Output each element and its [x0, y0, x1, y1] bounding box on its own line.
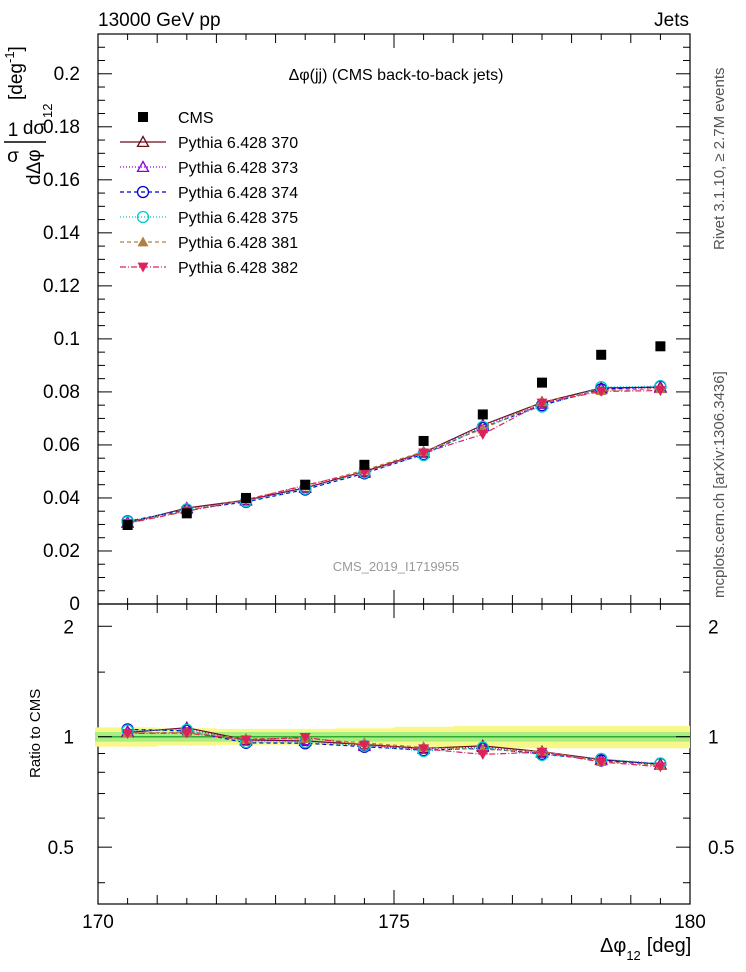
ratio-series-point: [536, 747, 548, 758]
axis-tick-labels: 170 175 180 0 0.02 0.04 0.06 0.08 0.1 0.12 0.14 0.1…: [43, 64, 734, 933]
y-tick-label: 0.18: [43, 117, 80, 138]
data-point: [418, 435, 429, 446]
legend-marker: [136, 210, 150, 224]
analysis-watermark: CMS_2019_I1719955: [333, 559, 460, 574]
series-point: [654, 386, 666, 397]
ylabel-unit-sup: -1: [2, 51, 17, 63]
legend-marker: [137, 262, 149, 273]
ratio-series: [120, 720, 668, 773]
header-left: 13000 GeV pp: [98, 10, 221, 31]
series-point: [477, 429, 489, 440]
series-line: [127, 387, 661, 523]
legend-label: Pythia 6.428 374: [178, 185, 298, 202]
ylabel-one: 1: [8, 120, 19, 141]
data-point: [241, 492, 251, 503]
series-line: [127, 388, 661, 524]
ratio-series-line: [127, 729, 661, 764]
data-point: [300, 479, 311, 490]
y-tick-label: 0.06: [43, 435, 80, 456]
legend-label: CMS: [178, 110, 214, 127]
ratio-series-line: [127, 731, 661, 766]
legend-marker: [136, 160, 150, 173]
ratio-tick-label: 0.5: [48, 838, 74, 859]
axis-ticks: [97, 33, 691, 904]
ratio-series-point: [418, 744, 430, 755]
series-line: [127, 385, 661, 523]
legend: CMS Pythia 6.428 370 Pythia 6.428 373 Pythi…: [120, 110, 298, 277]
x-axis-label: Δφ12 [deg]: [600, 935, 691, 963]
data-point: [596, 349, 607, 360]
ratio-series-point: [358, 740, 370, 751]
ylabel-unit-close: ]: [6, 46, 27, 51]
legend-marker-cms: [138, 112, 148, 122]
y-tick-label: 0.1: [54, 329, 80, 350]
legend-marker: [137, 236, 149, 247]
xlabel-sub: 12: [626, 948, 640, 963]
ylabel-sigma: σ: [7, 146, 19, 167]
ratio-tick-label: 0.5: [708, 838, 734, 859]
data-point: [122, 519, 133, 530]
legend-label: Pythia 6.428 381: [178, 235, 298, 252]
data-point: [359, 459, 370, 470]
x-tick-label: 180: [674, 912, 706, 933]
header-right: Jets: [654, 10, 689, 31]
ratio-series-point: [122, 729, 134, 740]
legend-label: Pythia 6.428 382: [178, 260, 298, 277]
ratio-tick-label: 1: [63, 728, 74, 749]
data-point: [537, 377, 547, 388]
ratio-series-point: [595, 757, 607, 768]
y-tick-label: 0.16: [43, 170, 80, 191]
y-tick-label: 0: [69, 594, 80, 615]
series-line: [127, 386, 661, 522]
xlabel-unit: [deg]: [647, 935, 691, 957]
series-line: [127, 386, 661, 524]
series-point: [536, 398, 548, 409]
legend-label: Pythia 6.428 375: [178, 210, 298, 227]
y-axis-label: 1 σ dσ dΔφ 12 [deg-1]: [2, 46, 55, 185]
ratio-series-point: [240, 735, 252, 746]
y-tick-label: 0.04: [43, 488, 80, 509]
ratio-y-label: Ratio to CMS: [27, 689, 44, 778]
ratio-series-line: [127, 732, 661, 768]
series-point: [595, 386, 607, 397]
ratio-tick-label: 2: [708, 617, 719, 638]
ratio-series-point: [181, 728, 193, 739]
y-tick-label: 0.14: [43, 223, 80, 244]
plot-title: Δφ(jj) (CMS back-to-back jets): [289, 67, 504, 84]
ratio-series-point: [299, 733, 311, 743]
xlabel-main: Δφ: [600, 935, 626, 957]
ylabel-unit-text: [deg: [6, 63, 27, 100]
ylabel-ddphi: dΔφ: [24, 149, 45, 185]
rivet-label: Rivet 3.1.10, ≥ 2.7M events: [711, 68, 728, 251]
data-point: [181, 508, 192, 519]
ylabel-dsigma: dσ: [23, 118, 46, 139]
main-series: [120, 341, 668, 530]
series-line: [127, 390, 661, 524]
legend-marker: [136, 135, 150, 148]
y-tick-label: 0.2: [54, 64, 80, 85]
legend-label: Pythia 6.428 370: [178, 135, 298, 152]
y-tick-label: 0.02: [43, 541, 80, 562]
x-tick-label: 175: [378, 912, 410, 933]
legend-label: Pythia 6.428 373: [178, 160, 298, 177]
legend-marker: [136, 185, 150, 199]
y-tick-label: 0.08: [43, 382, 80, 403]
ratio-tick-label: 2: [63, 617, 74, 638]
data-point: [477, 409, 488, 420]
data-point: [655, 341, 666, 352]
ratio-series-point: [654, 762, 666, 773]
y-tick-label: 0.12: [43, 276, 80, 297]
series-point: [418, 448, 430, 459]
ratio-series-point: [477, 749, 489, 760]
ylabel-unit: [deg-1]: [2, 46, 27, 100]
ratio-tick-label: 1: [708, 728, 719, 749]
x-tick-label: 170: [82, 912, 114, 933]
ylabel-sub: 12: [40, 104, 55, 118]
series-point: [358, 467, 370, 478]
mcplots-label: mcplots.cern.ch [arXiv:1306.3436]: [711, 371, 728, 598]
